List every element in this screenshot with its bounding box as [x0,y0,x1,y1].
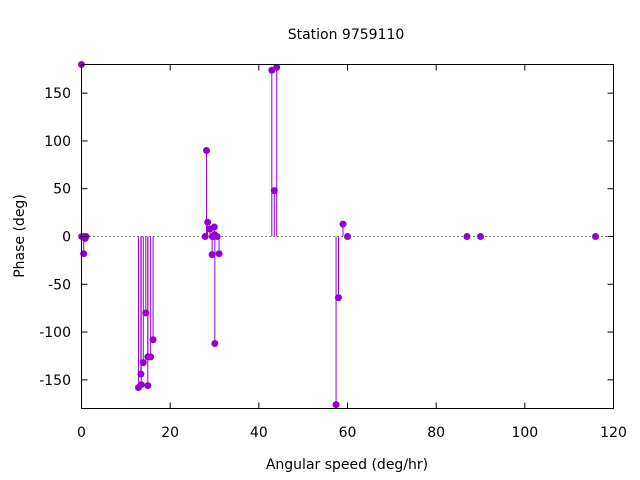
data-point [201,233,209,240]
data-point [211,340,219,348]
data-point [210,223,218,231]
y-tick-label: 50 [53,182,71,198]
data-point [144,382,152,390]
data-point [139,359,147,367]
data-point [592,233,600,240]
x-tick-label: 40 [250,425,268,441]
data-point [204,218,212,226]
y-tick-label: 100 [44,134,71,150]
data-point [203,147,211,154]
data-point [273,63,281,71]
data-point [147,353,155,361]
data-point [142,309,150,317]
data-point [215,250,223,258]
x-tick-label: 80 [427,425,445,441]
data-point [477,233,484,240]
chart-title: Station 9759110 [288,27,405,43]
data-point [463,233,471,240]
data-point [149,336,157,344]
x-tick-label: 20 [161,425,179,441]
y-tick-label: -150 [39,373,71,389]
data-point [339,220,347,228]
data-point [137,381,145,389]
y-tick-label: -50 [48,277,71,293]
x-axis-label: Angular speed (deg/hr) [266,457,428,473]
y-tick-label-group: -150 -100 -50 0 50 100 150 [39,86,71,389]
data-point [332,401,340,409]
data-point [213,233,221,240]
x-tick-label-group: 0 20 40 60 80 100 120 [77,425,627,441]
data-point [335,294,343,302]
data-point [344,233,351,240]
x-tick-label: 100 [511,425,538,441]
tick-group [81,64,614,409]
data-point [208,251,216,259]
data-point [137,370,145,378]
x-tick-label: 120 [600,425,627,441]
x-tick-label: 0 [77,425,86,441]
x-tick-label: 60 [339,425,357,441]
y-tick-label: 150 [44,86,71,102]
y-axis-label: Phase (deg) [12,194,28,278]
y-tick-label: 0 [62,230,71,246]
y-tick-label: -100 [39,325,71,341]
impulse-group [81,64,344,405]
data-point [270,187,278,195]
